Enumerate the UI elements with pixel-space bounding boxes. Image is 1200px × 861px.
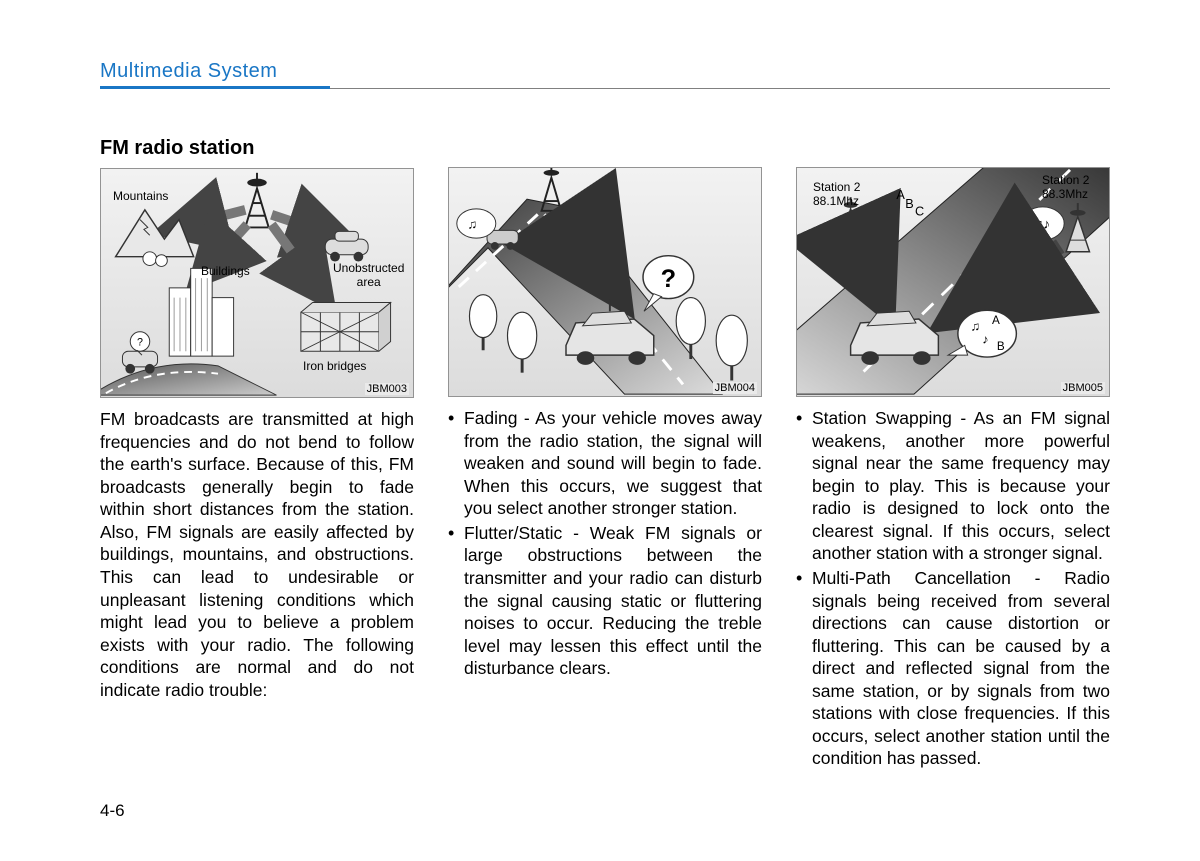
svg-text:♫♪: ♫♪ <box>1033 216 1050 231</box>
label-unobstructed: Unobstructed area <box>333 261 404 289</box>
svg-text:♪: ♪ <box>982 332 988 346</box>
figure-id: JBM003 <box>365 383 409 395</box>
svg-text:♫: ♫ <box>971 320 981 334</box>
svg-text:A: A <box>896 188 905 202</box>
svg-text:?: ? <box>137 336 143 348</box>
page-header: Multimedia System <box>100 60 1110 87</box>
label-station-1: Station 2 88.1Mhz <box>813 180 860 208</box>
label-mountains: Mountains <box>113 189 168 203</box>
figure-id: JBM005 <box>1061 382 1105 394</box>
svg-text:♫: ♫ <box>468 217 478 231</box>
figure-jbm003: ? Mountains <box>100 168 414 398</box>
figure-jbm004: ♫ ? JBM004 <box>448 167 762 397</box>
column-1: FM radio station <box>100 137 414 772</box>
col3-bullets: Station Swapping - As an FM signal weake… <box>796 407 1110 770</box>
question-mark-icon: ? <box>661 265 676 293</box>
svg-text:C: C <box>915 205 924 219</box>
svg-text:A: A <box>992 314 1000 327</box>
column-2: ♫ ? JBM004 <box>448 137 762 772</box>
label-buildings: Buildings <box>201 264 250 278</box>
column-3: ♫♪ A B C A ♫ ♪ <box>796 137 1110 772</box>
col2-bullets: Fading - As your vehicle moves away from… <box>448 407 762 680</box>
page-number: 4-6 <box>100 801 125 821</box>
bullet-fading: Fading - As your vehicle moves away from… <box>448 407 762 520</box>
spacer <box>796 137 1110 167</box>
section-title: FM radio station <box>100 137 414 160</box>
col1-paragraph: FM broadcasts are transmitted at high fr… <box>100 408 414 701</box>
spacer <box>448 137 762 167</box>
svg-text:B: B <box>997 340 1005 353</box>
bullet-flutter: Flutter/Static - Weak FM signals or larg… <box>448 522 762 680</box>
content-columns: FM radio station <box>100 137 1110 772</box>
label-iron-bridges: Iron bridges <box>303 359 366 373</box>
label-station-2: Station 2 88.3Mhz <box>1042 173 1089 201</box>
bullet-swapping: Station Swapping - As an FM signal weake… <box>796 407 1110 565</box>
figure-jbm004-svg: ♫ ? <box>449 168 761 396</box>
bullet-multipath: Multi-Path Cancellation - Radio signals … <box>796 567 1110 770</box>
figure-id: JBM004 <box>713 382 757 394</box>
figure-jbm005: ♫♪ A B C A ♫ ♪ <box>796 167 1110 397</box>
header-accent <box>100 86 330 89</box>
svg-text:B: B <box>905 197 913 211</box>
header-title: Multimedia System <box>100 60 277 82</box>
